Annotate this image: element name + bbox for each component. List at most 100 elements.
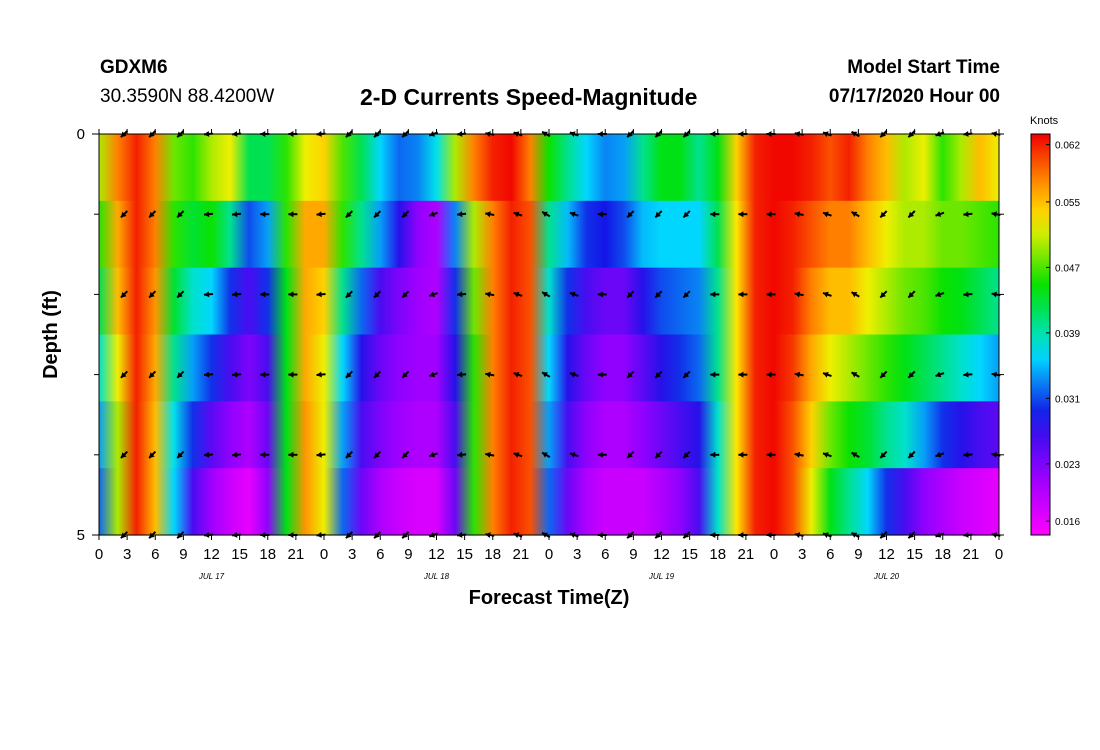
- current-arrow: [907, 450, 916, 459]
- current-arrow: [963, 211, 973, 218]
- current-arrow: [232, 211, 242, 218]
- current-arrow: [569, 452, 579, 458]
- x-tick-label: 12: [878, 546, 895, 563]
- x-tick-label: 3: [348, 546, 356, 563]
- current-arrow: [654, 450, 663, 459]
- x-axis-ticks: 0 3 6 9 12 15 18 21 0 3 6 9 12 15 18 21 0 3 6 9 12 15 18 21 0 3 6 9…: [95, 129, 1003, 563]
- y-tick-label: 0: [77, 126, 85, 143]
- current-arrow: [963, 371, 973, 378]
- x-tick-label: 12: [428, 546, 445, 563]
- current-arrow: [766, 451, 776, 458]
- x-tick-label: 3: [573, 546, 581, 563]
- current-arrow: [232, 291, 242, 298]
- x-tick-label: 0: [320, 546, 328, 563]
- current-arrow: [710, 451, 720, 458]
- x-tick-label: 3: [798, 546, 806, 563]
- colorbar-tick-label: 0.023: [1055, 460, 1080, 471]
- current-arrow: [569, 372, 579, 378]
- current-arrow: [822, 211, 832, 218]
- current-arrow: [907, 290, 916, 299]
- speed-heatmap: [99, 134, 999, 536]
- x-tick-label: 6: [151, 546, 159, 563]
- current-arrow: [766, 371, 776, 378]
- current-arrow: [513, 372, 523, 378]
- current-arrow: [569, 211, 579, 218]
- current-arrow: [541, 451, 551, 458]
- x-tick-label: 6: [601, 546, 609, 563]
- current-arrow: [907, 210, 916, 219]
- x-tick-label: 21: [738, 546, 755, 563]
- current-arrow: [345, 450, 354, 459]
- current-arrow: [485, 451, 495, 458]
- current-arrow: [232, 451, 242, 458]
- heatmap-band-depth-3: [99, 334, 999, 402]
- current-arrow: [541, 291, 551, 298]
- current-arrow: [597, 291, 607, 298]
- current-arrow: [626, 450, 635, 459]
- x-tick-label: 21: [288, 546, 305, 563]
- current-arrow: [148, 450, 157, 459]
- x-tick-label: 18: [934, 546, 951, 563]
- x-tick-label: 9: [179, 546, 187, 563]
- current-arrow: [120, 370, 129, 379]
- current-arrow: [738, 371, 748, 378]
- x-tick-label: 0: [95, 546, 103, 563]
- heatmap-band-depth-5: [99, 468, 999, 536]
- x-tick-label: 9: [404, 546, 412, 563]
- x-tick-label: 3: [123, 546, 131, 563]
- current-arrow: [851, 451, 860, 458]
- current-arrow: [428, 371, 439, 378]
- current-arrow: [935, 371, 945, 378]
- x-tick-label: 6: [826, 546, 834, 563]
- date-label: JUL 19: [648, 572, 675, 581]
- current-arrow: [260, 451, 270, 458]
- model-start-time-value: 07/17/2020 Hour 00: [828, 86, 1000, 107]
- heatmap-band-depth-4: [99, 401, 999, 469]
- x-tick-label: 9: [854, 546, 862, 563]
- current-arrow: [176, 290, 185, 299]
- date-label: JUL 17: [198, 572, 225, 581]
- current-arrow: [316, 371, 326, 378]
- current-arrow: [654, 370, 663, 379]
- current-arrow: [710, 211, 720, 218]
- x-tick-label: 0: [545, 546, 553, 563]
- current-arrow: [485, 211, 495, 218]
- current-arrow: [428, 291, 439, 297]
- current-arrow: [822, 291, 832, 298]
- current-arrow: [766, 211, 776, 218]
- current-arrow: [232, 371, 242, 378]
- current-arrow: [457, 291, 467, 298]
- current-arrow: [597, 371, 607, 378]
- current-arrow: [597, 211, 607, 218]
- colorbar-scale: [1030, 133, 1051, 536]
- current-arrow: [879, 210, 888, 219]
- current-arrow: [176, 450, 185, 459]
- x-tick-label: 18: [259, 546, 276, 563]
- x-tick-label: 18: [709, 546, 726, 563]
- current-arrow: [457, 211, 467, 218]
- current-arrow: [316, 211, 326, 218]
- current-arrow: [851, 291, 860, 298]
- colorbar-tick-label: 0.016: [1055, 517, 1080, 528]
- current-arrow: [626, 290, 635, 299]
- current-arrow: [738, 211, 748, 218]
- x-tick-label: 12: [653, 546, 670, 563]
- current-arrow: [288, 291, 298, 298]
- current-arrow: [710, 371, 720, 378]
- current-arrow: [963, 291, 973, 298]
- current-arrow: [120, 450, 129, 459]
- current-arrow: [345, 290, 354, 299]
- x-tick-label: 21: [513, 546, 530, 563]
- current-arrow: [851, 211, 860, 218]
- current-arrow: [766, 291, 776, 298]
- heatmap-band-depth-0: [99, 134, 999, 202]
- current-arrow: [935, 451, 945, 458]
- station-id: GDXM6: [100, 57, 168, 78]
- current-arrow: [794, 291, 804, 298]
- current-arrow: [879, 450, 888, 459]
- current-arrow: [401, 450, 410, 459]
- current-arrow: [738, 451, 748, 458]
- x-axis-label: Forecast Time(Z): [469, 587, 630, 609]
- y-tick-label: 5: [77, 527, 85, 544]
